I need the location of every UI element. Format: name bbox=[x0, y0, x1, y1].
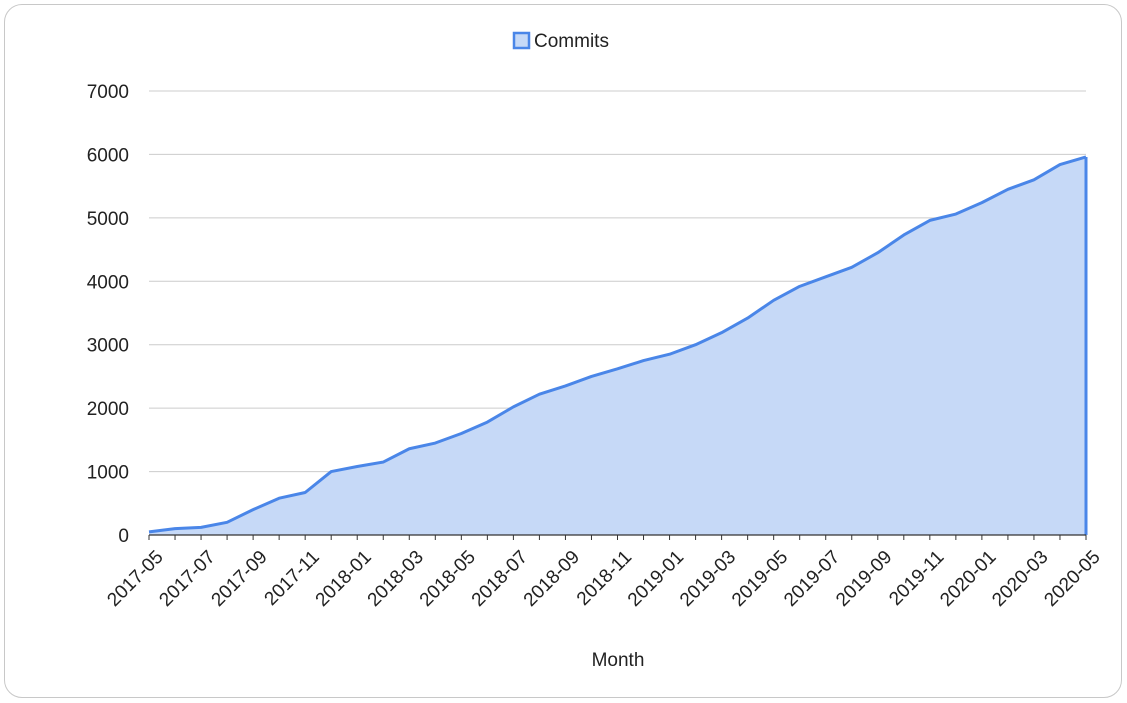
series-area-commits bbox=[149, 156, 1086, 536]
y-tick-label: 1000 bbox=[87, 463, 129, 484]
x-tick-label: 2020-05 bbox=[1040, 547, 1104, 611]
legend-swatch-commits bbox=[512, 31, 531, 50]
y-tick-label: 5000 bbox=[87, 209, 129, 230]
x-tick-label: 2019-09 bbox=[832, 547, 896, 611]
x-tick-label: 2017-07 bbox=[155, 547, 219, 611]
x-tick-label: 2020-03 bbox=[988, 547, 1052, 611]
x-tick-label: 2020-01 bbox=[936, 547, 1000, 611]
y-tick-label: 0 bbox=[118, 526, 129, 547]
x-tick-label: 2018-03 bbox=[364, 547, 428, 611]
y-tick-label: 4000 bbox=[87, 272, 129, 293]
y-axis-ticks: 0 1000 2000 3000 4000 5000 6000 7000 bbox=[87, 82, 129, 547]
x-tick-label: 2019-03 bbox=[676, 547, 740, 611]
x-tick-label: 2018-09 bbox=[520, 547, 584, 611]
x-tick-label: 2018-05 bbox=[416, 547, 480, 611]
x-tick-label: 2019-11 bbox=[885, 547, 948, 610]
y-tick-label: 6000 bbox=[87, 145, 129, 166]
x-tick-label: 2017-05 bbox=[103, 547, 167, 611]
y-tick-label: 3000 bbox=[87, 336, 129, 357]
x-axis bbox=[148, 534, 1087, 540]
legend-label-commits: Commits bbox=[534, 31, 609, 52]
x-tick-label: 2017-11 bbox=[261, 547, 324, 610]
legend: Commits bbox=[512, 31, 609, 52]
x-tick-label: 2018-11 bbox=[573, 547, 636, 610]
y-tick-label: 2000 bbox=[87, 399, 129, 420]
x-tick-label: 2019-05 bbox=[728, 547, 792, 611]
x-axis-title: Month bbox=[592, 650, 645, 671]
series-line-commits bbox=[148, 155, 1087, 534]
y-tick-label: 7000 bbox=[87, 82, 129, 103]
x-tick-label: 2018-07 bbox=[468, 547, 532, 611]
x-tick-label: 2018-01 bbox=[312, 547, 376, 611]
x-tick-label: 2019-01 bbox=[624, 547, 688, 611]
x-tick-label: 2019-07 bbox=[780, 547, 844, 611]
x-axis-ticks: 2017-052017-072017-092017-112018-012018-… bbox=[103, 547, 1104, 611]
x-tick-label: 2017-09 bbox=[208, 547, 272, 611]
series-area-layer bbox=[148, 155, 1088, 536]
